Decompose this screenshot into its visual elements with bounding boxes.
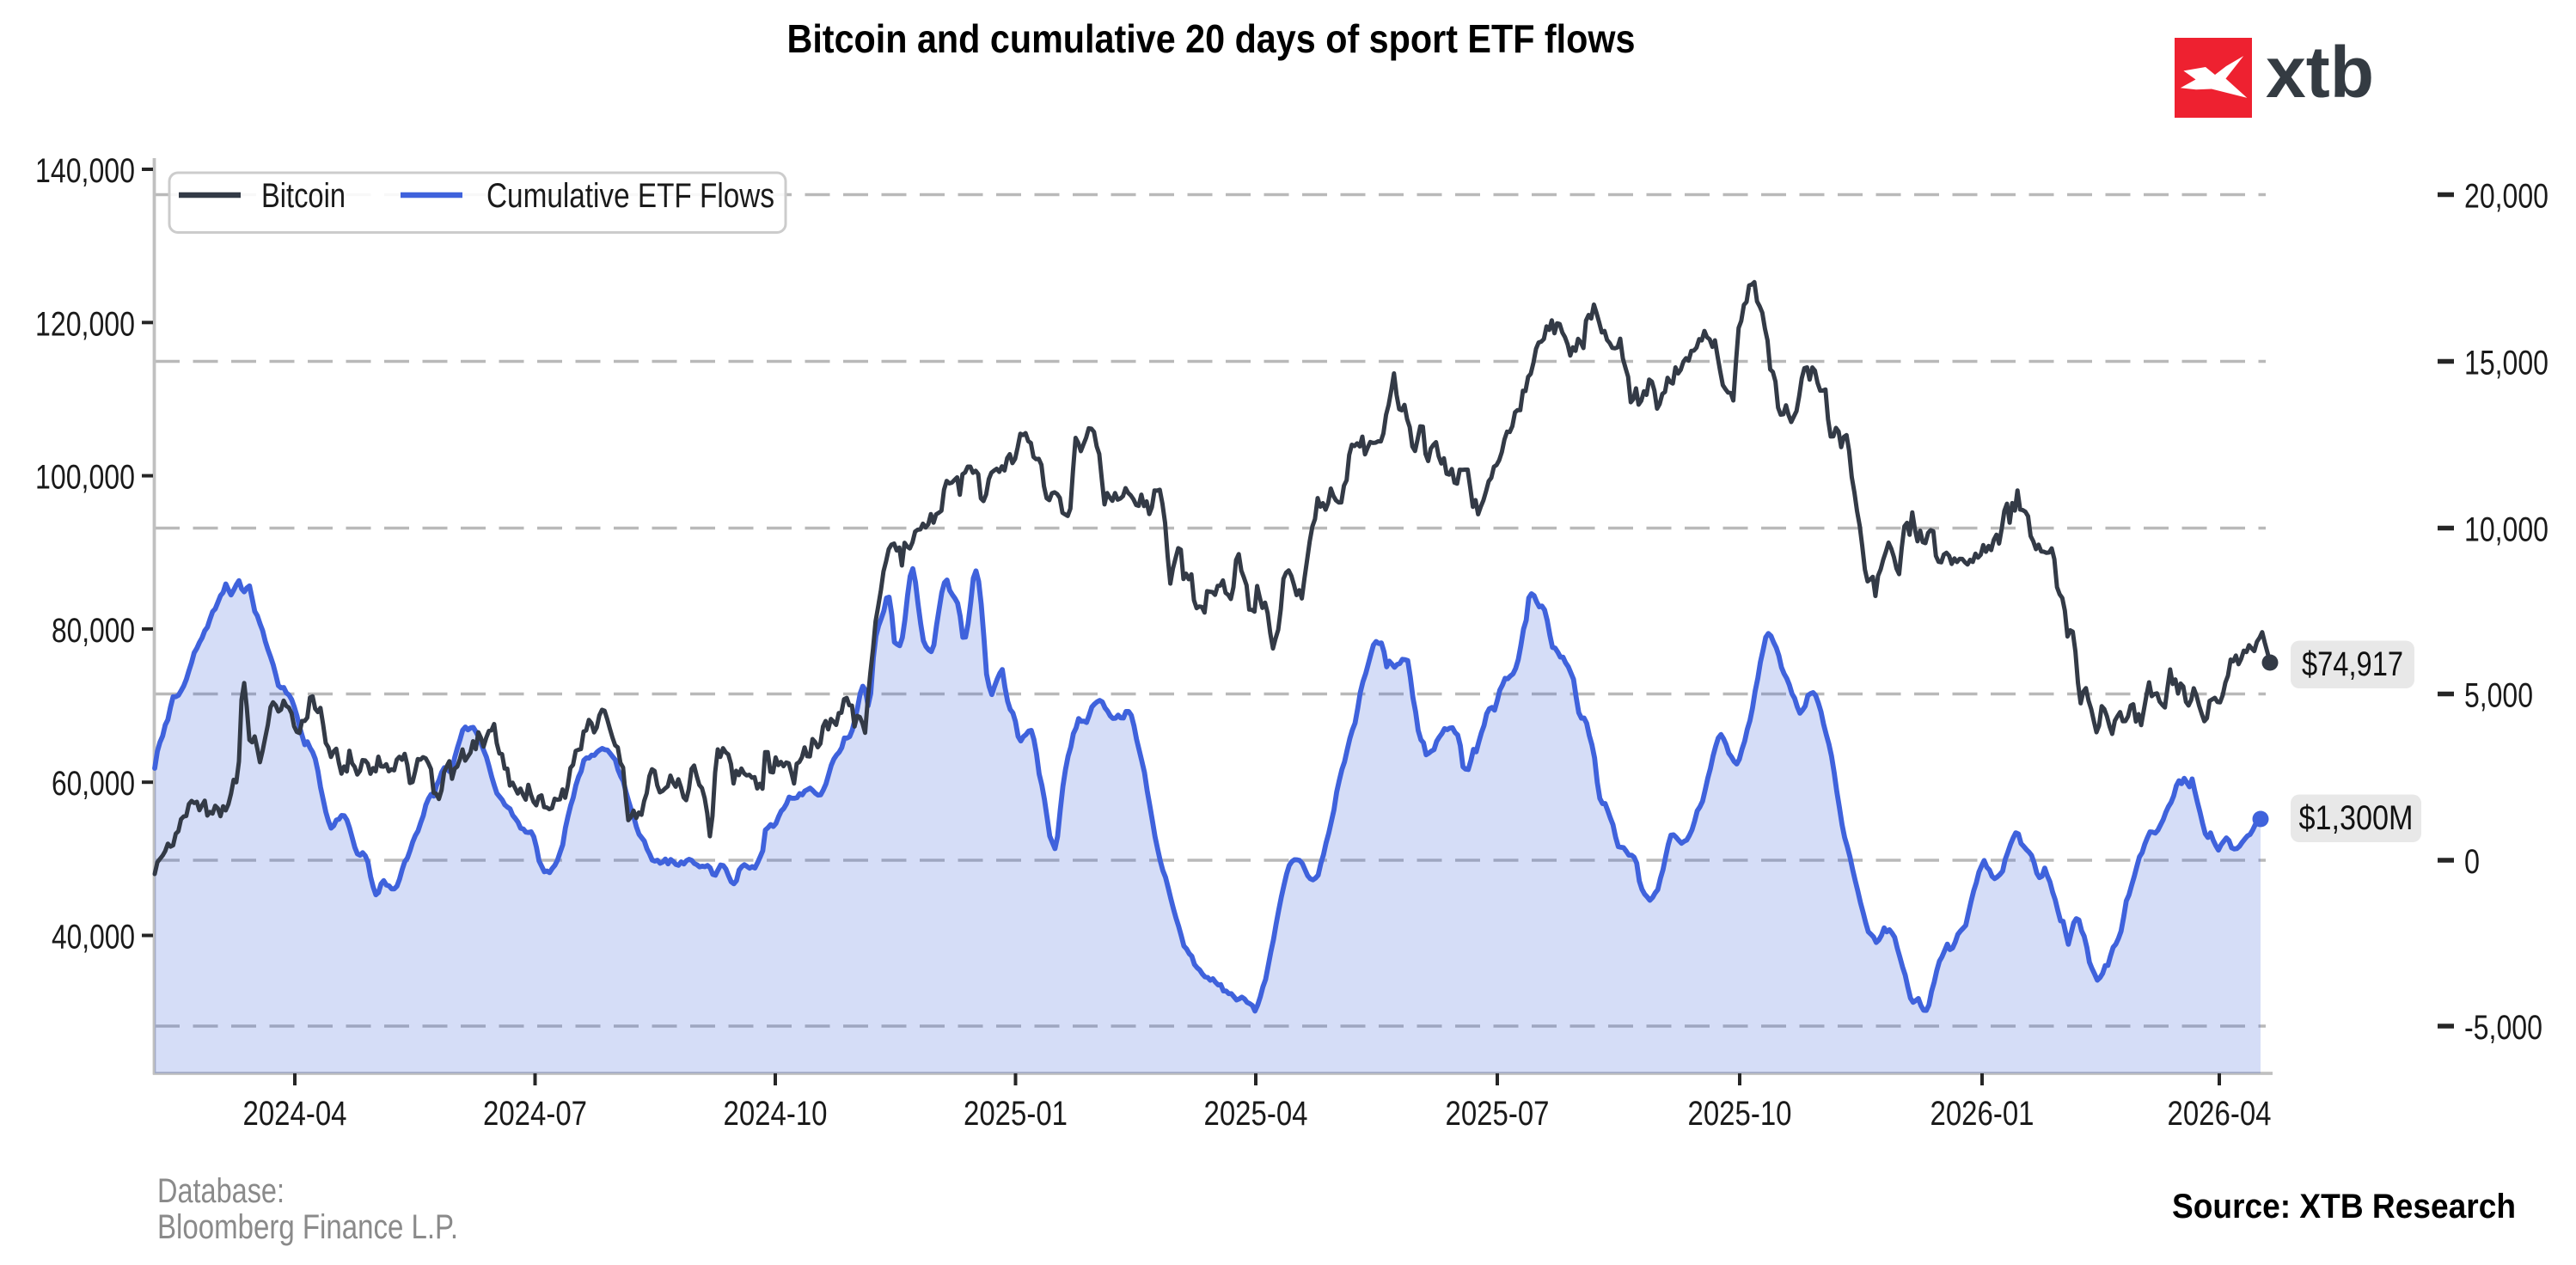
svg-text:Bloomberg Finance L.P.: Bloomberg Finance L.P.	[157, 1208, 458, 1246]
svg-text:2025-10: 2025-10	[1688, 1095, 1792, 1133]
svg-text:2026-04: 2026-04	[2168, 1095, 2272, 1133]
svg-text:2024-04: 2024-04	[243, 1095, 347, 1133]
svg-text:60,000: 60,000	[52, 765, 135, 803]
svg-text:2025-01: 2025-01	[964, 1095, 1068, 1133]
svg-text:10,000: 10,000	[2464, 511, 2548, 549]
svg-text:2025-04: 2025-04	[1204, 1095, 1308, 1133]
svg-text:$1,300M: $1,300M	[2299, 799, 2414, 837]
svg-text:2024-07: 2024-07	[483, 1095, 587, 1133]
svg-text:5,000: 5,000	[2464, 677, 2533, 715]
svg-text:$74,917: $74,917	[2302, 645, 2403, 683]
svg-text:-5,000: -5,000	[2464, 1009, 2542, 1047]
svg-text:120,000: 120,000	[35, 305, 135, 343]
svg-text:Source: XTB Research: Source: XTB Research	[2172, 1188, 2516, 1225]
svg-text:xtb: xtb	[2266, 32, 2374, 113]
svg-text:0: 0	[2464, 843, 2480, 881]
svg-text:2025-07: 2025-07	[1446, 1095, 1550, 1133]
svg-text:Bitcoin: Bitcoin	[261, 177, 346, 215]
svg-text:15,000: 15,000	[2464, 345, 2548, 382]
svg-text:20,000: 20,000	[2464, 178, 2548, 216]
svg-text:140,000: 140,000	[35, 152, 135, 190]
svg-text:Bitcoin and cumulative 20 days: Bitcoin and cumulative 20 days of sport …	[787, 16, 1636, 61]
svg-text:40,000: 40,000	[52, 919, 135, 956]
svg-text:100,000: 100,000	[35, 459, 135, 497]
svg-text:80,000: 80,000	[52, 612, 135, 650]
svg-text:2026-01: 2026-01	[1930, 1095, 2034, 1133]
svg-text:Cumulative ETF Flows: Cumulative ETF Flows	[486, 177, 774, 215]
svg-text:Database:: Database:	[157, 1172, 285, 1210]
svg-text:2024-10: 2024-10	[724, 1095, 828, 1133]
